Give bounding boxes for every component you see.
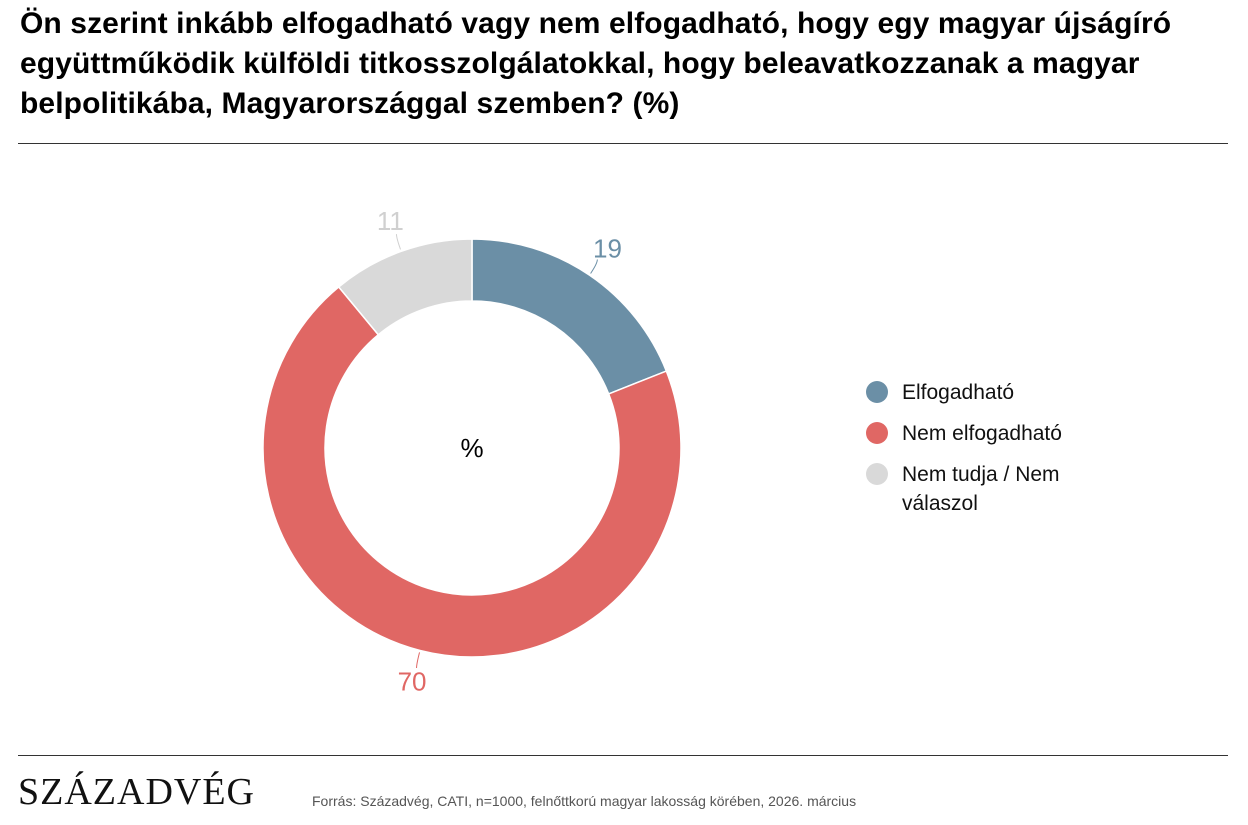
source-note: Forrás: Századvég, CATI, n=1000, felnőtt…: [312, 793, 857, 809]
legend-swatch: [866, 463, 888, 485]
legend-item-nem-tudja: Nem tudja / Nem válaszol: [866, 460, 1126, 518]
top-divider: [18, 143, 1228, 144]
leader-line: [395, 234, 401, 250]
bottom-divider: [18, 755, 1228, 756]
legend-swatch: [866, 422, 888, 444]
leader-line: [590, 259, 598, 274]
donut-chart: 19 70 11%: [262, 206, 682, 696]
legend-swatch: [866, 381, 888, 403]
leader-line: [416, 652, 421, 669]
brand-logo: SZÁZADVÉG: [18, 771, 255, 813]
legend: Elfogadható Nem elfogadható Nem tudja / …: [866, 378, 1126, 530]
data-label-elfogadhato: 19: [593, 234, 622, 264]
slice-elfogadhato: [471, 238, 668, 395]
chart-title: Ön szerint inkább elfogadható vagy nem e…: [20, 7, 1172, 120]
data-label-nem-elfogadhato: 70: [398, 666, 427, 696]
legend-label: Nem elfogadható: [902, 422, 1062, 445]
center-label: %: [460, 433, 483, 463]
slice-nem-elfogadhato: [262, 285, 682, 658]
legend-label: Elfogadható: [902, 381, 1015, 404]
legend-item-nem-elfogadhato: Nem elfogadható: [866, 419, 1126, 448]
legend-label: Nem tudja / Nem válaszol: [902, 463, 1060, 515]
slice-nem-tudja-nem-valaszol: [337, 238, 473, 336]
legend-item-elfogadhato: Elfogadható: [866, 378, 1126, 407]
data-label-nem-tudja-nem-valaszol: 11: [377, 206, 404, 236]
